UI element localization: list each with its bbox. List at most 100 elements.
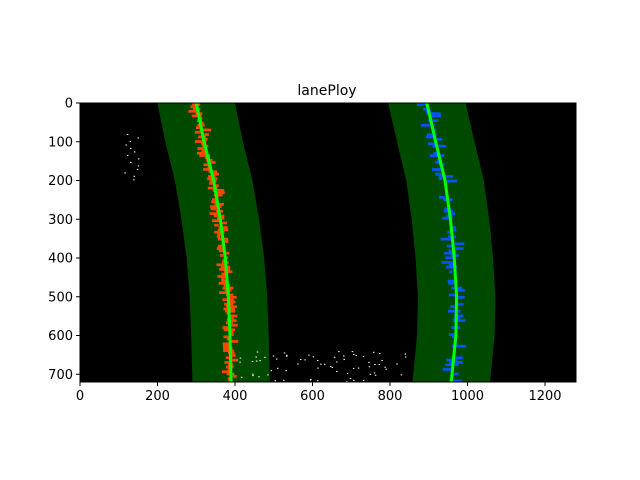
noise-pixel: [283, 380, 285, 381]
x-tick-label: 1000: [451, 389, 484, 404]
noise-pixel: [405, 357, 407, 358]
noise-pixel: [374, 373, 376, 374]
noise-pixel: [276, 359, 278, 360]
noise-pixel: [138, 158, 140, 159]
right-lane-pixel: [449, 294, 456, 297]
noise-pixel: [308, 355, 310, 356]
noise-pixel: [256, 357, 258, 358]
right-lane-pixel: [448, 282, 454, 285]
y-tick-label: 200: [48, 174, 73, 189]
y-tick-label: 100: [48, 135, 73, 150]
noise-pixel: [264, 357, 266, 358]
left-lane-pixel: [217, 247, 223, 250]
y-tick-label: 700: [48, 368, 73, 383]
left-lane-pixel: [211, 208, 217, 211]
noise-pixel: [275, 380, 277, 381]
noise-pixel: [353, 380, 355, 381]
right-lane-pixel: [439, 177, 442, 180]
noise-pixel: [368, 362, 370, 363]
left-lane-pixel: [217, 233, 220, 236]
right-lane-pixel: [449, 270, 452, 273]
right-lane-pixel: [433, 145, 447, 148]
noise-pixel: [130, 162, 132, 163]
left-lane-pixel: [219, 282, 227, 285]
image-area: [80, 103, 576, 382]
noise-pixel: [286, 355, 288, 356]
image-background: [80, 103, 576, 382]
noise-pixel: [338, 351, 340, 352]
noise-pixel: [385, 369, 387, 370]
noise-pixel: [401, 374, 403, 375]
noise-pixel: [239, 362, 241, 363]
x-tick-label: 400: [223, 389, 248, 404]
noise-pixel: [134, 151, 136, 152]
right-lane-pixel: [428, 143, 436, 146]
noise-pixel: [271, 370, 273, 371]
noise-pixel: [134, 176, 136, 177]
right-lane-pixel: [430, 154, 445, 157]
y-tick-label: 400: [48, 252, 73, 267]
noise-pixel: [405, 354, 407, 355]
noise-pixel: [356, 355, 358, 356]
noise-pixel: [130, 141, 132, 142]
noise-pixel: [381, 360, 383, 361]
right-lane-pixel: [445, 256, 453, 259]
x-tick-label: 600: [300, 389, 325, 404]
y-tick-label: 300: [48, 213, 73, 228]
noise-pixel: [286, 356, 288, 357]
noise-pixel: [252, 374, 254, 375]
noise-pixel: [330, 366, 332, 367]
noise-pixel: [370, 374, 372, 375]
noise-pixel: [344, 359, 346, 360]
noise-pixel: [127, 134, 129, 135]
left-lane-pixel: [223, 349, 234, 352]
right-lane-pixel: [435, 173, 442, 176]
left-lane-pixel: [219, 268, 230, 271]
left-lane-pixel: [217, 236, 220, 239]
left-lane-pixel: [225, 361, 230, 364]
noise-pixel: [320, 364, 322, 365]
left-lane-pixel: [204, 163, 209, 166]
right-lane-pixel: [449, 361, 463, 364]
left-lane-pixel: [233, 375, 237, 378]
left-lane-pixel: [191, 105, 196, 108]
noise-pixel: [284, 352, 286, 353]
noise-pixel: [369, 366, 371, 367]
noise-pixel: [257, 352, 259, 353]
noise-pixel: [352, 351, 354, 352]
y-axis: 0100200300400500600700: [48, 97, 80, 383]
noise-pixel: [384, 367, 386, 368]
noise-pixel: [310, 380, 312, 381]
noise-pixel: [130, 148, 132, 149]
noise-pixel: [258, 376, 260, 377]
noise-pixel: [317, 380, 319, 381]
noise-pixel: [297, 364, 299, 365]
left-lane-pixel: [222, 222, 227, 225]
y-tick-label: 600: [48, 329, 73, 344]
noise-pixel: [241, 377, 243, 378]
x-tick-label: 0: [76, 389, 84, 404]
right-lane-pixel: [426, 136, 434, 139]
noise-pixel: [373, 352, 375, 353]
x-tick-label: 1200: [528, 389, 561, 404]
noise-pixel: [313, 356, 315, 357]
noise-pixel: [267, 374, 269, 375]
noise-pixel: [138, 165, 140, 166]
x-axis: 0 200 400 600 800 1000 1200: [76, 382, 562, 404]
noise-pixel: [277, 368, 279, 369]
noise-pixel: [332, 367, 334, 368]
noise-pixel: [358, 368, 360, 369]
left-lane-pixel: [214, 224, 218, 227]
noise-pixel: [317, 368, 319, 369]
noise-pixel: [379, 364, 381, 365]
noise-pixel: [273, 356, 275, 357]
noise-pixel: [379, 353, 381, 354]
noise-pixel: [363, 380, 365, 381]
noise-pixel: [317, 360, 319, 361]
left-lane-pixel: [196, 126, 200, 129]
right-lane-pixel: [453, 319, 466, 322]
noise-pixel: [350, 378, 352, 379]
noise-pixel: [125, 145, 127, 146]
right-lane-pixel: [448, 310, 461, 313]
